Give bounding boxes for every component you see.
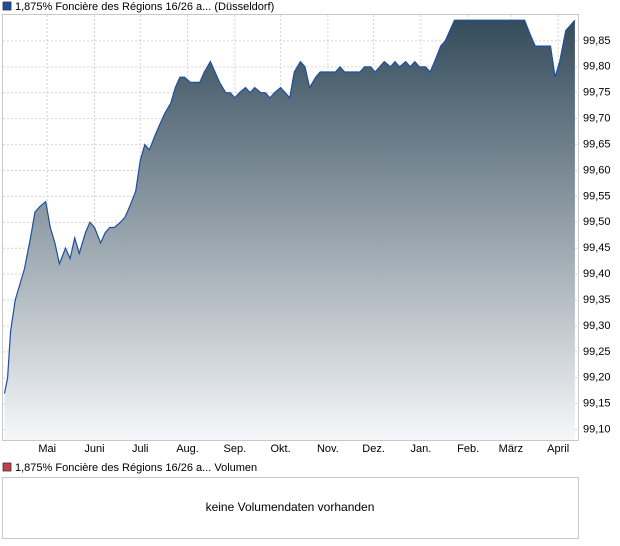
y-tick-label: 99,35: [583, 294, 611, 306]
x-tick-label: Dez.: [362, 443, 385, 455]
y-tick-label: 99,70: [583, 113, 611, 125]
x-tick-label: Sep.: [224, 443, 247, 455]
x-tick-label: Juli: [132, 443, 149, 455]
volume-message: keine Volumendaten vorhanden: [206, 500, 375, 514]
y-tick-label: 99,50: [583, 216, 611, 228]
x-tick-label: März: [499, 443, 523, 455]
y-tick-label: 99,15: [583, 398, 611, 410]
x-tick-label: Okt.: [271, 443, 291, 455]
legend-label: 1,875% Foncière des Régions 16/26 a... (…: [15, 1, 274, 13]
y-tick-label: 99,30: [583, 320, 611, 332]
y-tick-label: 99,55: [583, 190, 611, 202]
x-tick-label: Aug.: [176, 443, 199, 455]
volume-legend-label: 1,875% Foncière des Régions 16/26 a... V…: [15, 462, 257, 474]
y-tick-label: 99,45: [583, 242, 611, 254]
y-tick-label: 99,40: [583, 268, 611, 280]
legend-swatch: [2, 1, 12, 11]
volume-legend-swatch: [2, 462, 12, 472]
x-tick-label: April: [547, 443, 569, 455]
y-tick-label: 99,65: [583, 138, 611, 150]
y-tick-label: 99,25: [583, 346, 611, 358]
y-tick-label: 99,80: [583, 61, 611, 73]
y-tick-label: 99,10: [583, 424, 611, 436]
x-tick-label: Mai: [38, 443, 56, 455]
x-tick-label: Juni: [84, 443, 104, 455]
volume-frame: [2, 477, 579, 539]
y-tick-label: 99,60: [583, 164, 611, 176]
x-tick-label: Jan.: [411, 443, 432, 455]
y-tick-label: 99,75: [583, 87, 611, 99]
x-tick-label: Nov.: [317, 443, 339, 455]
y-tick-label: 99,20: [583, 372, 611, 384]
area-fill: [4, 20, 575, 440]
y-tick-label: 99,85: [583, 35, 611, 47]
price-line: [3, 19, 576, 394]
x-tick-label: Feb.: [457, 443, 479, 455]
